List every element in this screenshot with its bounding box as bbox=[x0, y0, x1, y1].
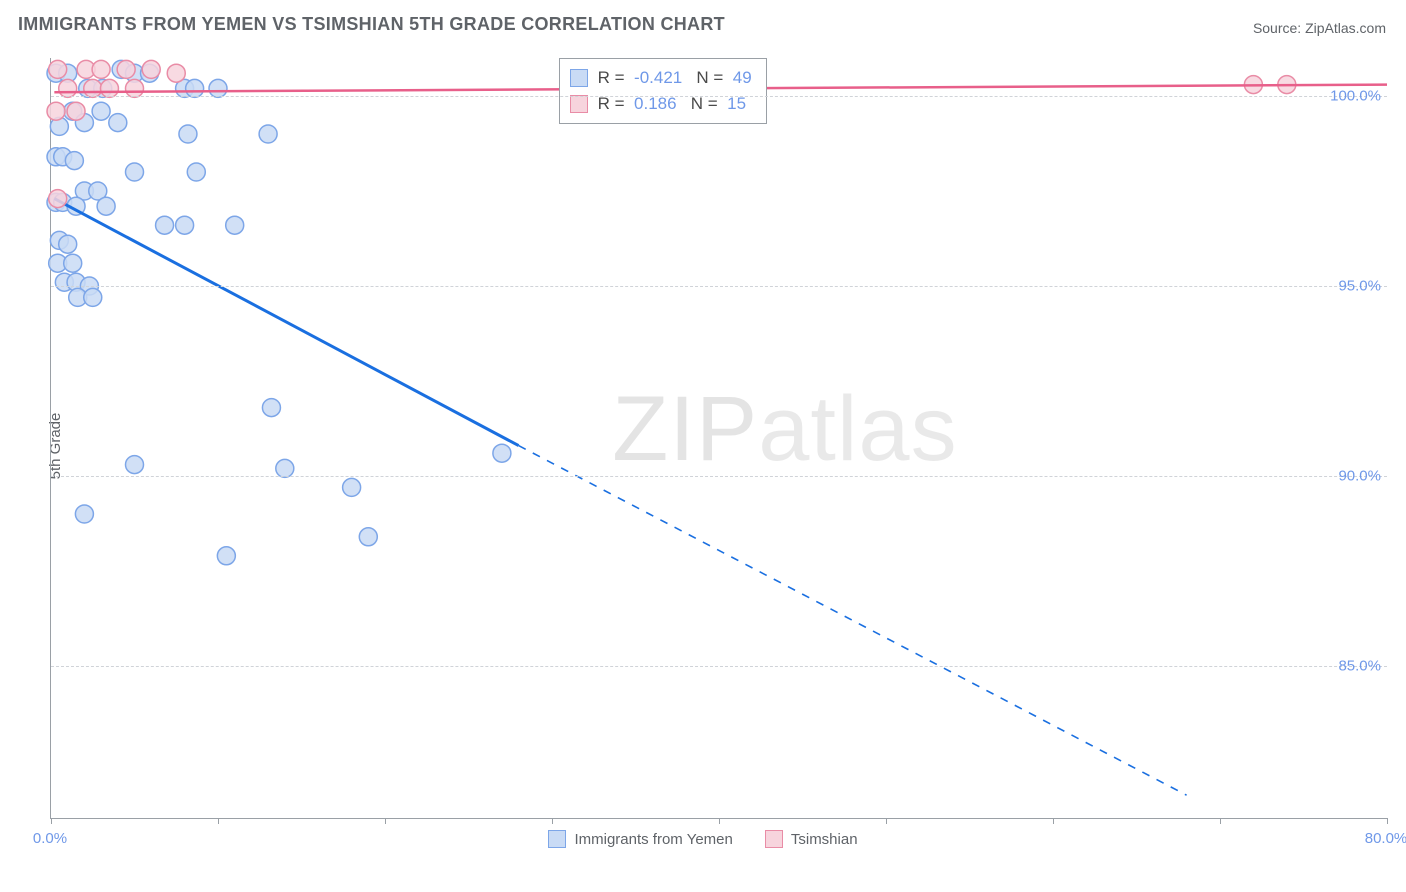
data-point-tsimshian bbox=[49, 190, 67, 208]
data-point-tsimshian bbox=[100, 79, 118, 97]
y-tick-label: 90.0% bbox=[1338, 468, 1381, 485]
data-point-tsimshian bbox=[59, 79, 77, 97]
data-point-yemen bbox=[84, 288, 102, 306]
data-point-yemen bbox=[343, 478, 361, 496]
data-point-tsimshian bbox=[67, 102, 85, 120]
gridline bbox=[51, 666, 1387, 667]
data-point-tsimshian bbox=[47, 102, 65, 120]
legend-label: Immigrants from Yemen bbox=[574, 831, 732, 848]
data-point-tsimshian bbox=[49, 60, 67, 78]
data-point-yemen bbox=[109, 114, 127, 132]
data-point-yemen bbox=[176, 216, 194, 234]
data-point-yemen bbox=[493, 444, 511, 462]
x-tick bbox=[51, 818, 52, 824]
data-point-tsimshian bbox=[117, 60, 135, 78]
legend-swatch bbox=[765, 830, 783, 848]
data-point-tsimshian bbox=[92, 60, 110, 78]
series-legend: Immigrants from Yemen Tsimshian bbox=[0, 830, 1406, 852]
legend-item: Immigrants from Yemen bbox=[548, 830, 732, 848]
stats-row: R = 0.186 N = 15 bbox=[570, 91, 752, 117]
x-tick bbox=[886, 818, 887, 824]
source-attribution: Source: ZipAtlas.com bbox=[1253, 20, 1386, 36]
trend-line-yemen bbox=[54, 199, 518, 446]
y-tick-label: 85.0% bbox=[1338, 658, 1381, 675]
data-point-yemen bbox=[262, 399, 280, 417]
data-point-yemen bbox=[226, 216, 244, 234]
x-tick bbox=[1053, 818, 1054, 824]
legend-swatch bbox=[570, 95, 588, 113]
data-point-yemen bbox=[92, 102, 110, 120]
data-point-yemen bbox=[97, 197, 115, 215]
data-point-yemen bbox=[209, 79, 227, 97]
data-point-tsimshian bbox=[167, 64, 185, 82]
data-point-yemen bbox=[259, 125, 277, 143]
x-tick bbox=[1220, 818, 1221, 824]
stats-text: R = -0.421 N = 49 bbox=[598, 65, 752, 91]
data-point-yemen bbox=[156, 216, 174, 234]
y-tick-label: 100.0% bbox=[1330, 88, 1381, 105]
data-point-yemen bbox=[59, 235, 77, 253]
legend-swatch bbox=[548, 830, 566, 848]
data-point-yemen bbox=[126, 163, 144, 181]
data-point-yemen bbox=[75, 505, 93, 523]
data-point-yemen bbox=[64, 254, 82, 272]
trend-line-dashed-yemen bbox=[519, 446, 1187, 796]
data-point-tsimshian bbox=[126, 79, 144, 97]
data-point-yemen bbox=[126, 456, 144, 474]
plot-area: R = -0.421 N = 49R = 0.186 N = 15 ZIPatl… bbox=[50, 58, 1387, 819]
data-point-yemen bbox=[65, 152, 83, 170]
data-point-yemen bbox=[359, 528, 377, 546]
y-tick-label: 95.0% bbox=[1338, 278, 1381, 295]
data-point-tsimshian bbox=[84, 79, 102, 97]
x-tick bbox=[385, 818, 386, 824]
data-point-yemen bbox=[276, 459, 294, 477]
gridline bbox=[51, 476, 1387, 477]
legend-swatch bbox=[570, 69, 588, 87]
x-tick bbox=[1387, 818, 1388, 824]
correlation-stats-box: R = -0.421 N = 49R = 0.186 N = 15 bbox=[559, 58, 767, 124]
data-point-tsimshian bbox=[142, 60, 160, 78]
stats-text: R = 0.186 N = 15 bbox=[598, 91, 746, 117]
data-point-yemen bbox=[179, 125, 197, 143]
data-point-yemen bbox=[187, 163, 205, 181]
chart-title: IMMIGRANTS FROM YEMEN VS TSIMSHIAN 5TH G… bbox=[18, 14, 725, 35]
legend-label: Tsimshian bbox=[791, 831, 858, 848]
gridline bbox=[51, 286, 1387, 287]
data-point-yemen bbox=[186, 79, 204, 97]
x-tick bbox=[218, 818, 219, 824]
legend-item: Tsimshian bbox=[765, 830, 858, 848]
stats-row: R = -0.421 N = 49 bbox=[570, 65, 752, 91]
data-point-yemen bbox=[217, 547, 235, 565]
chart-svg bbox=[51, 58, 1387, 818]
x-tick bbox=[719, 818, 720, 824]
gridline bbox=[51, 96, 1387, 97]
x-tick bbox=[552, 818, 553, 824]
